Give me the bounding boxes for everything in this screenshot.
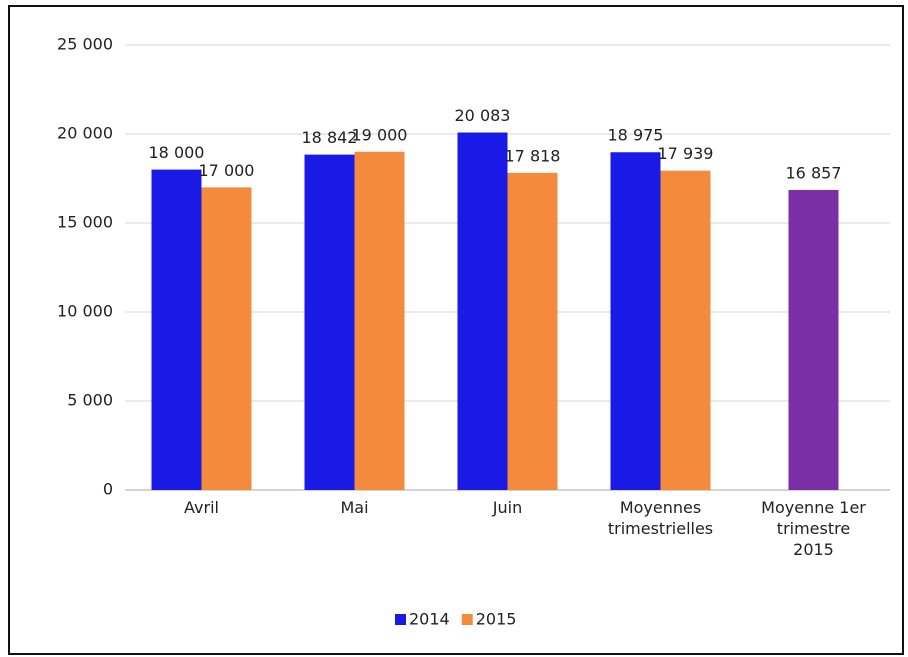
y-tick-label: 20 000 (57, 124, 113, 143)
x-tick-label-line: trimestre (777, 519, 850, 538)
legend-label: 2015 (476, 610, 517, 629)
value-label: 16 857 (786, 163, 842, 182)
x-tick-label-line: Moyenne 1er (761, 498, 866, 517)
chart-frame (8, 5, 904, 655)
bar (660, 170, 711, 491)
bar (457, 132, 508, 491)
y-tick-label: 0 (103, 480, 113, 499)
bar (610, 152, 661, 490)
y-tick-label: 10 000 (57, 302, 113, 321)
legend-label: 2014 (409, 610, 450, 629)
x-tick-label: Juin (492, 498, 522, 517)
x-tick-label: Mai (340, 498, 368, 517)
x-tick-label-line: Juin (492, 498, 522, 517)
y-tick-label: 25 000 (57, 35, 113, 54)
x-tick-label-line: Moyennes (620, 498, 701, 517)
value-label: 18 842 (302, 128, 358, 147)
legend-swatch (395, 614, 406, 625)
legend-swatch (461, 614, 473, 625)
value-label: 19 000 (352, 125, 408, 144)
bar (201, 187, 252, 490)
x-tick-label-line: Mai (340, 498, 368, 517)
x-tick-label: Moyennes trimestrielles (608, 498, 713, 538)
bar (354, 151, 405, 491)
x-tick-label: Moyenne 1er trimestre 2015 (761, 498, 866, 559)
bar (151, 169, 202, 490)
value-label: 18 975 (608, 126, 664, 145)
x-tick-label-line: trimestrielles (608, 519, 713, 538)
value-label: 17 000 (199, 161, 255, 180)
x-tick-label-line: 2015 (793, 540, 834, 559)
value-label: 18 000 (149, 143, 205, 162)
bar (788, 189, 839, 490)
y-tick-label: 5 000 (67, 391, 113, 410)
value-label: 17 939 (658, 144, 714, 163)
x-tick-label-line: Avril (184, 498, 219, 517)
bar (304, 154, 355, 490)
value-label: 20 083 (455, 106, 511, 125)
value-label: 17 818 (505, 146, 561, 165)
y-tick-label: 15 000 (57, 213, 113, 232)
x-tick-label: Avril (184, 498, 219, 517)
bar (507, 172, 558, 490)
